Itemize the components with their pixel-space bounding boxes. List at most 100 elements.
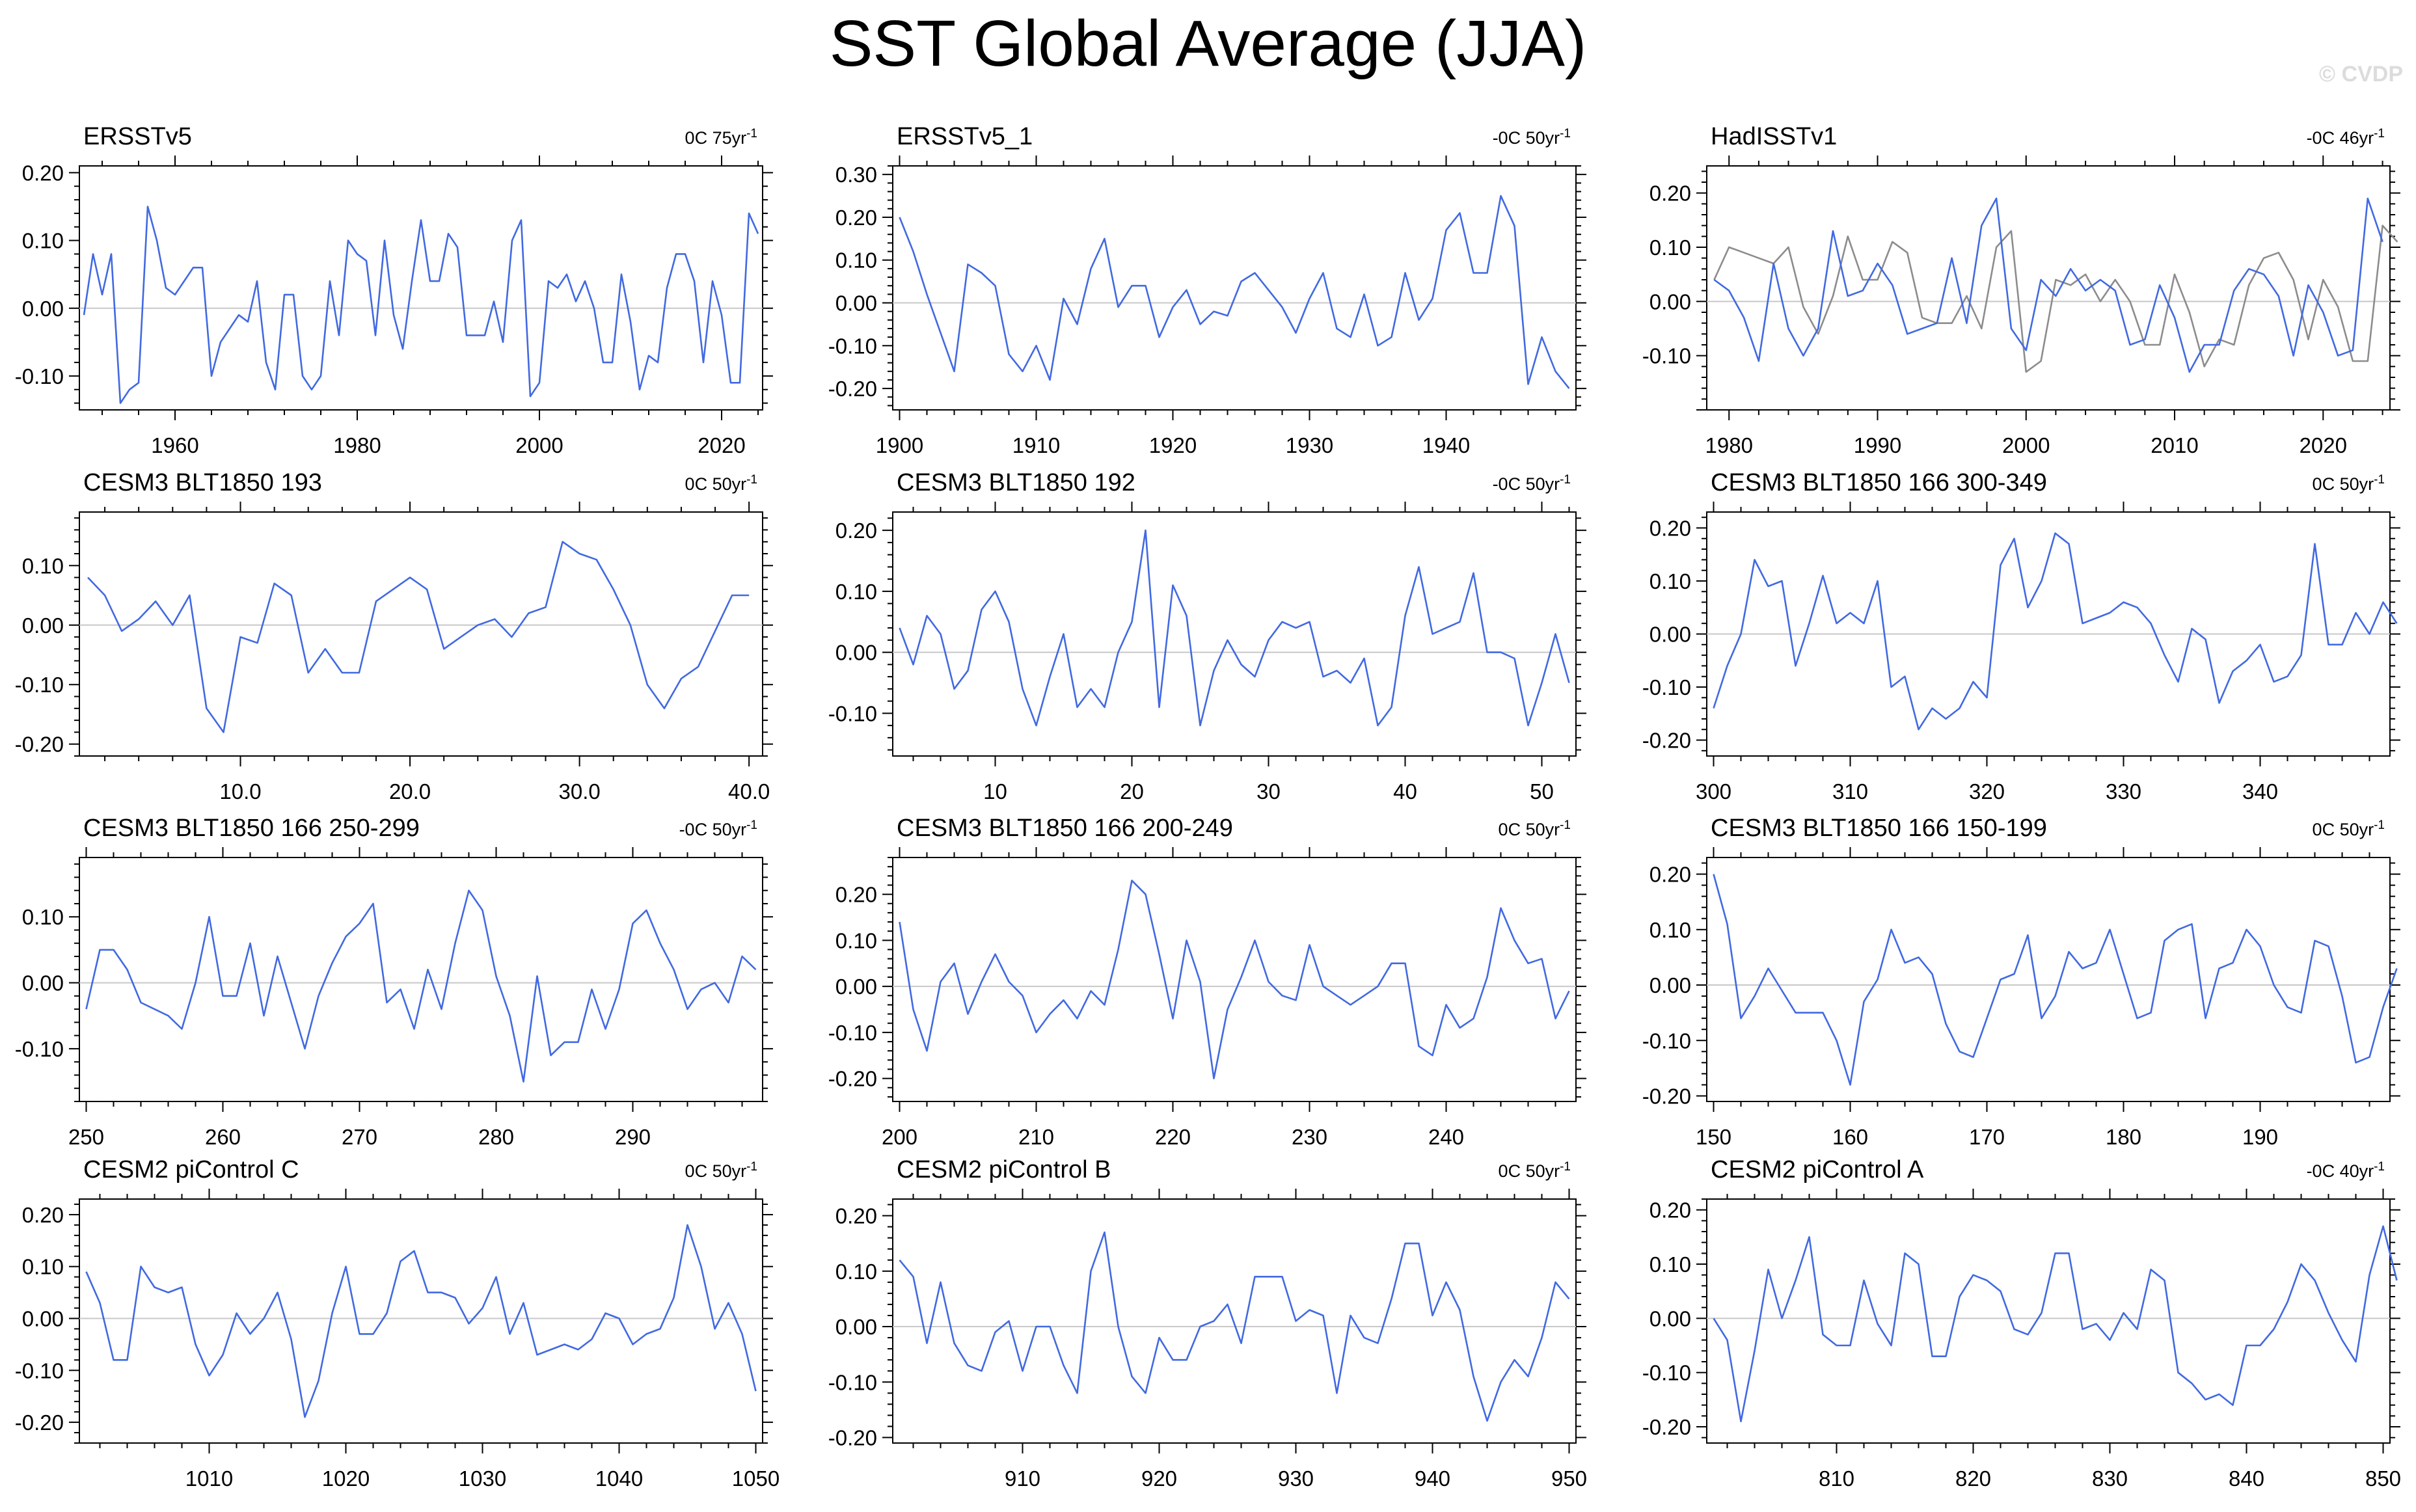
watermark: © CVDP [2319, 62, 2403, 87]
panel-title: CESM3 BLT1850 192 [897, 469, 1135, 496]
plot-frame [79, 857, 763, 1102]
panel-title: HadISSTv1 [1711, 123, 1837, 150]
y-tick-label: -0.20 [828, 1425, 877, 1450]
plot-frame [1706, 165, 2391, 411]
x-tick-label: 200 [882, 1125, 917, 1149]
series-line [899, 1231, 1570, 1422]
x-tick-label: 930 [1278, 1466, 1314, 1491]
plot-frame [79, 511, 763, 757]
plot-frame [892, 511, 1577, 757]
x-tick-label: 210 [1018, 1125, 1054, 1149]
y-tick-label: 0.20 [835, 206, 877, 230]
x-tick-label: 2020 [698, 433, 745, 457]
y-tick-label: 0.10 [22, 1255, 64, 1279]
plot-frame [79, 1198, 763, 1444]
x-tick-label: 50 [1530, 779, 1554, 803]
series-line [899, 880, 1570, 1079]
x-tick-label: 1980 [333, 433, 381, 457]
x-tick-label: 2000 [2002, 433, 2050, 457]
panel-title: CESM2 piControl B [897, 1156, 1111, 1183]
x-tick-label: 1940 [1422, 433, 1470, 457]
x-tick-label: 250 [68, 1125, 104, 1149]
x-tick-label: 30 [1256, 779, 1281, 803]
x-tick-label: 920 [1141, 1466, 1177, 1491]
x-tick-label: 1910 [1012, 433, 1060, 457]
plot-frame [1706, 857, 2391, 1102]
y-tick-label: -0.10 [15, 1358, 64, 1383]
y-tick-label: 0.10 [1649, 569, 1691, 593]
chart-panel: -0.10 0.00 0.10 250 260 270 280 290 CESM3 BLT185… [15, 815, 773, 1149]
series-line [83, 206, 759, 404]
plot-frame [1706, 1198, 2391, 1444]
y-tick-label: 0.20 [835, 1204, 877, 1228]
x-tick-label: 1980 [1705, 433, 1753, 457]
trend-label: 0C 50yr-1 [685, 1160, 757, 1181]
trend-label: -0C 50yr-1 [679, 818, 757, 839]
x-tick-label: 150 [1696, 1125, 1731, 1149]
x-tick-label: 280 [478, 1125, 514, 1149]
chart-panel: -0.20 -0.10 0.00 0.10 0.20 1010 1020 1030 1040 10… [15, 1156, 780, 1491]
trend-label: -0C 40yr-1 [2307, 1160, 2385, 1181]
x-tick-label: 180 [2106, 1125, 2141, 1149]
x-tick-label: 230 [1292, 1125, 1327, 1149]
y-tick-label: -0.10 [828, 701, 877, 725]
x-tick-label: 840 [2229, 1466, 2264, 1491]
x-tick-label: 190 [2242, 1125, 2278, 1149]
panel-title: CESM3 BLT1850 166 200-249 [897, 815, 1233, 842]
x-tick-label: 1990 [1854, 433, 1901, 457]
y-tick-label: 0.20 [835, 519, 877, 543]
y-tick-label: -0.10 [15, 673, 64, 697]
y-tick-label: 0.10 [835, 1260, 877, 1284]
series-line [899, 195, 1570, 389]
y-tick-label: 0.10 [835, 580, 877, 604]
x-tick-label: 820 [1955, 1466, 1991, 1491]
y-tick-label: -0.10 [1642, 1361, 1691, 1385]
y-tick-label: 0.20 [1649, 516, 1691, 540]
y-tick-label: -0.20 [15, 733, 64, 757]
series-line [1713, 874, 2398, 1086]
x-tick-label: 940 [1415, 1466, 1450, 1491]
panel-title: CESM3 BLT1850 166 300-349 [1711, 469, 2047, 496]
y-tick-label: -0.20 [1642, 729, 1691, 753]
chart-panel: -0.20 -0.10 0.00 0.10 0.20 200 210 220 230 240 CES… [828, 815, 1586, 1149]
plot-frame [892, 1198, 1577, 1444]
chart-panel: -0.20 -0.10 0.00 0.10 0.20 910 920 930 940 950 CES… [828, 1156, 1587, 1491]
trend-label: 0C 50yr-1 [2313, 473, 2385, 494]
y-tick-label: 0.10 [1649, 1252, 1691, 1276]
series-line [1713, 1225, 2398, 1422]
x-tick-label: 220 [1155, 1125, 1191, 1149]
chart-panel: -0.10 0.00 0.10 0.20 1960 1980 2000 2020 ERSSTv5… [15, 123, 773, 457]
y-tick-label: -0.10 [15, 1037, 64, 1061]
y-tick-label: 0.00 [1649, 623, 1691, 647]
y-tick-label: 0.00 [835, 291, 877, 316]
y-tick-label: 0.00 [22, 1307, 64, 1331]
y-tick-label: -0.10 [1642, 675, 1691, 699]
y-tick-label: -0.20 [828, 377, 877, 401]
chart-panel: -0.20 -0.10 0.00 0.10 0.20 300 310 320 330 340 CES… [1642, 469, 2400, 803]
x-tick-label: 40.0 [728, 779, 770, 803]
y-tick-label: 0.00 [835, 641, 877, 665]
y-tick-label: -0.10 [1642, 344, 1691, 368]
x-tick-label: 20 [1120, 779, 1144, 803]
y-tick-label: 0.10 [1649, 236, 1691, 260]
trend-label: -0C 50yr-1 [1493, 473, 1571, 494]
x-tick-label: 240 [1428, 1125, 1464, 1149]
y-tick-label: 0.20 [22, 161, 64, 185]
chart-panel: -0.10 0.00 0.10 0.20 1980 1990 2000 2010 2020 Had… [1642, 123, 2400, 457]
series-line [85, 1224, 757, 1418]
x-tick-label: 1960 [151, 433, 198, 457]
chart-panel: -0.20 -0.10 0.00 0.10 0.20 150 160 170 180 190 CES… [1642, 815, 2400, 1149]
x-tick-label: 300 [1696, 779, 1731, 803]
y-tick-label: 0.00 [835, 1315, 877, 1339]
plot-frame [892, 165, 1577, 411]
series-line [899, 529, 1570, 727]
panel-title: ERSSTv5_1 [897, 123, 1033, 150]
panel-title: CESM3 BLT1850 193 [83, 469, 322, 496]
y-tick-label: -0.10 [828, 1021, 877, 1045]
y-tick-label: 0.10 [835, 249, 877, 273]
page-title: SST Global Average (JJA) [829, 7, 1587, 80]
x-tick-label: 30.0 [558, 779, 600, 803]
panel-title: CESM2 piControl A [1711, 1156, 1924, 1183]
series-line [87, 541, 750, 733]
